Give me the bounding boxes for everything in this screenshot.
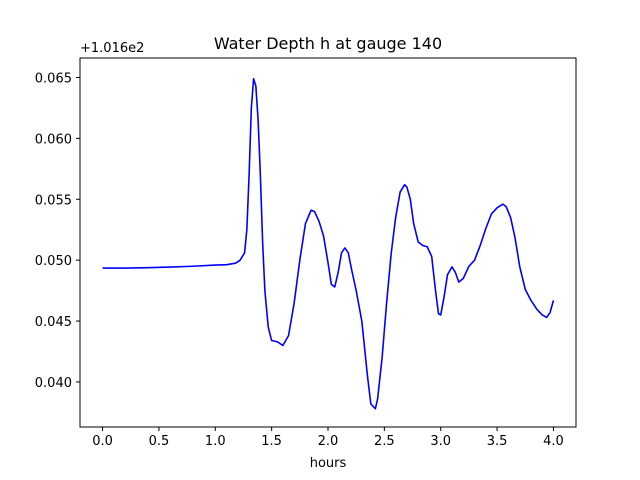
x-tick-label: 3.0: [430, 434, 451, 449]
y-tick-label: 0.040: [35, 376, 72, 391]
series-line-0: [102, 77, 555, 410]
x-tick-label: 2.0: [318, 434, 339, 449]
series-layer: [102, 77, 555, 410]
x-tick-label: 1.5: [261, 434, 282, 449]
x-tick-label: 4.0: [543, 434, 564, 449]
y-offset-text: +1.016e2: [80, 41, 144, 56]
x-axis-label: hours: [310, 456, 347, 471]
x-tick-label: 3.5: [487, 434, 508, 449]
x-tick-label: 0.5: [149, 434, 170, 449]
y-tick-label: 0.065: [35, 71, 72, 86]
y-tick-label: 0.045: [35, 315, 72, 330]
y-axis-ticks: 0.040 0.045 0.050 0.055 0.060 0.065: [35, 71, 80, 391]
y-tick-label: 0.060: [35, 132, 72, 147]
chart-title: Water Depth h at gauge 140: [214, 34, 442, 53]
y-tick-label: 0.055: [35, 193, 72, 208]
x-tick-label: 1.0: [205, 434, 226, 449]
y-tick-label: 0.050: [35, 254, 72, 269]
x-axis-ticks: 0.0 0.5 1.0 1.5 2.0 2.5 3.0 3.5 4.0: [92, 427, 564, 449]
x-tick-label: 0.0: [92, 434, 113, 449]
x-tick-label: 2.5: [374, 434, 395, 449]
